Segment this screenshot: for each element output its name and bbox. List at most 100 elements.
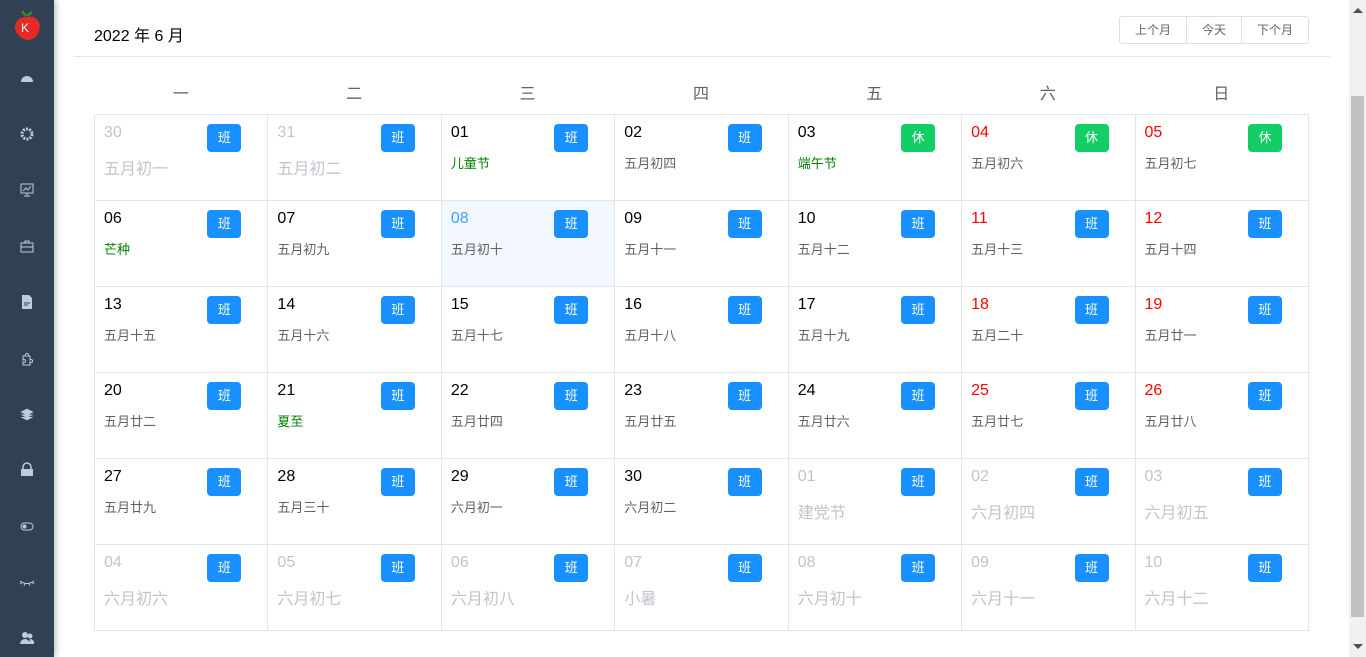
eye-closed-icon (19, 580, 35, 586)
work-day-badge: 班 (727, 296, 762, 324)
day-number: 05 (1144, 124, 1163, 141)
sidebar-item-monitor-chart[interactable] (0, 180, 54, 200)
work-day-badge: 班 (207, 210, 242, 238)
day-number: 15 (450, 296, 469, 313)
sidebar-item-users[interactable] (0, 628, 54, 648)
day-cell[interactable]: 20 班五月廿二 (95, 373, 269, 459)
calendar-grid: 30 班 五月初一 31 班 五月初二 01 班 儿童节 02 班 五月初四 03 休端午节 04 休五月初六… (94, 114, 1309, 631)
day-cell[interactable]: 03 班六月初五 (1135, 459, 1309, 545)
day-cell[interactable]: 02 班五月初四 (615, 115, 789, 201)
day-cell[interactable]: 03 休端午节 (788, 115, 963, 201)
work-day-badge: 班 (1074, 554, 1109, 582)
day-number: 28 (277, 468, 296, 485)
week-row: 06 班芒种 07 班五月初九 08 班五月初十 09 班五月十一 10 班五月十二 11 班五月十三… (95, 201, 1309, 287)
sidebar-item-eye-closed[interactable] (0, 572, 54, 592)
day-cell[interactable]: 05 班六月初七 (268, 545, 442, 631)
day-cell[interactable]: 27 班五月廿九 (95, 459, 269, 545)
day-cell[interactable]: 07 班小暑 (615, 545, 789, 631)
day-cell[interactable]: 30 班六月初二 (615, 459, 789, 545)
day-cell[interactable]: 08 班五月初十 (441, 201, 616, 287)
day-cell[interactable]: 06 班六月初八 (441, 545, 616, 631)
day-cell[interactable]: 13 班五月十五 (95, 287, 269, 373)
work-day-badge: 班 (554, 124, 589, 152)
sidebar-item-dashboard[interactable] (0, 68, 54, 88)
day-cell[interactable]: 24 班五月廿六 (788, 373, 963, 459)
day-cell[interactable]: 14 班五月十六 (268, 287, 442, 373)
work-day-badge: 班 (207, 296, 242, 324)
day-cell[interactable]: 01 班儿童节 (441, 115, 616, 201)
day-number: 09 (971, 554, 989, 571)
sidebar-item-layers[interactable] (0, 404, 54, 424)
day-cell[interactable]: 04 休五月初六 (962, 115, 1136, 201)
day-number: 23 (624, 382, 643, 399)
day-cell[interactable]: 07 班五月初九 (268, 201, 442, 287)
day-cell[interactable]: 05 休五月初七 (1135, 115, 1309, 201)
day-cell[interactable]: 29 班六月初一 (441, 459, 616, 545)
document-icon (22, 295, 32, 309)
day-number: 20 (104, 382, 122, 399)
day-cell[interactable]: 30 班五月初一 (95, 115, 269, 201)
day-cell[interactable]: 26 班五月廿八 (1135, 373, 1309, 459)
day-cell[interactable]: 02 班六月初四 (962, 459, 1136, 545)
day-cell[interactable]: 10 班六月十二 (1135, 545, 1309, 631)
day-number: 01 (797, 468, 816, 485)
scroll-down-icon[interactable] (1353, 644, 1363, 649)
day-number: 09 (624, 210, 643, 227)
weekday-header: 一二三四五六日 (94, 80, 1308, 106)
lunar-date: 六月初二 (624, 500, 677, 515)
day-cell[interactable]: 01 班建党节 (788, 459, 963, 545)
day-cell[interactable]: 22 班五月廿四 (441, 373, 616, 459)
week-row: 04 班六月初六 05 班六月初七 06 班六月初八 07 班小暑 08 班六月初十 09 班六月十一… (95, 545, 1309, 631)
weekday-label: 二 (346, 86, 363, 103)
scrollbar[interactable] (1349, 0, 1366, 657)
rest-day-badge: 休 (1247, 124, 1282, 152)
day-cell[interactable]: 04 班六月初六 (95, 545, 269, 631)
lunar-date: 五月初九 (277, 242, 330, 257)
day-cell[interactable]: 28 班五月三十 (268, 459, 442, 545)
today-button[interactable]: 今天 (1186, 17, 1241, 43)
day-cell[interactable]: 06 班芒种 (95, 201, 269, 287)
lunar-date: 五月十六 (277, 328, 330, 343)
day-number: 18 (971, 296, 989, 313)
day-cell[interactable]: 19 班五月廿一 (1135, 287, 1309, 373)
festival-label: 端午节 (797, 156, 837, 171)
work-day-badge: 班 (554, 296, 589, 324)
day-number: 08 (797, 554, 816, 571)
day-cell[interactable]: 09 班六月十一 (962, 545, 1136, 631)
sidebar-item-document[interactable] (0, 292, 54, 312)
day-cell[interactable]: 25 班五月廿七 (962, 373, 1136, 459)
day-number: 01 (450, 124, 469, 141)
next-month-button[interactable]: 下个月 (1241, 17, 1308, 43)
day-cell[interactable]: 23 班五月廿五 (615, 373, 789, 459)
work-day-badge: 班 (380, 124, 415, 152)
day-number: 07 (277, 210, 296, 227)
day-cell[interactable]: 21 班夏至 (268, 373, 442, 459)
work-day-badge: 班 (727, 382, 762, 410)
work-day-badge: 班 (901, 382, 936, 410)
weekday-label: 五 (866, 86, 883, 103)
sidebar-item-toggle[interactable] (0, 516, 54, 536)
sidebar-item-gear[interactable] (0, 124, 54, 144)
day-cell[interactable]: 11 班五月十三 (962, 201, 1136, 287)
lunar-date: 五月十一 (624, 242, 677, 257)
day-cell[interactable]: 08 班六月初十 (788, 545, 963, 631)
work-day-badge: 班 (1074, 210, 1109, 238)
day-cell[interactable]: 12 班五月十四 (1135, 201, 1309, 287)
day-cell[interactable]: 10 班五月十二 (788, 201, 963, 287)
sidebar-item-briefcase[interactable] (0, 236, 54, 256)
scroll-up-icon[interactable] (1353, 8, 1363, 13)
day-cell[interactable]: 16 班五月十八 (615, 287, 789, 373)
day-number: 03 (797, 124, 816, 141)
day-cell[interactable]: 31 班五月初二 (268, 115, 442, 201)
day-cell[interactable]: 18 班五月二十 (962, 287, 1136, 373)
prev-month-button[interactable]: 上个月 (1135, 23, 1172, 37)
sidebar-item-puzzle[interactable] (0, 350, 54, 370)
lunar-date: 六月初七 (277, 591, 342, 608)
work-day-badge: 班 (554, 554, 589, 582)
sidebar-item-lock[interactable] (0, 460, 54, 480)
day-cell[interactable]: 09 班五月十一 (615, 201, 789, 287)
scrollbar-thumb[interactable] (1351, 96, 1364, 617)
day-cell[interactable]: 15 班五月十七 (441, 287, 616, 373)
day-cell[interactable]: 17 班五月十九 (788, 287, 963, 373)
lunar-date: 五月初一 (104, 161, 169, 178)
